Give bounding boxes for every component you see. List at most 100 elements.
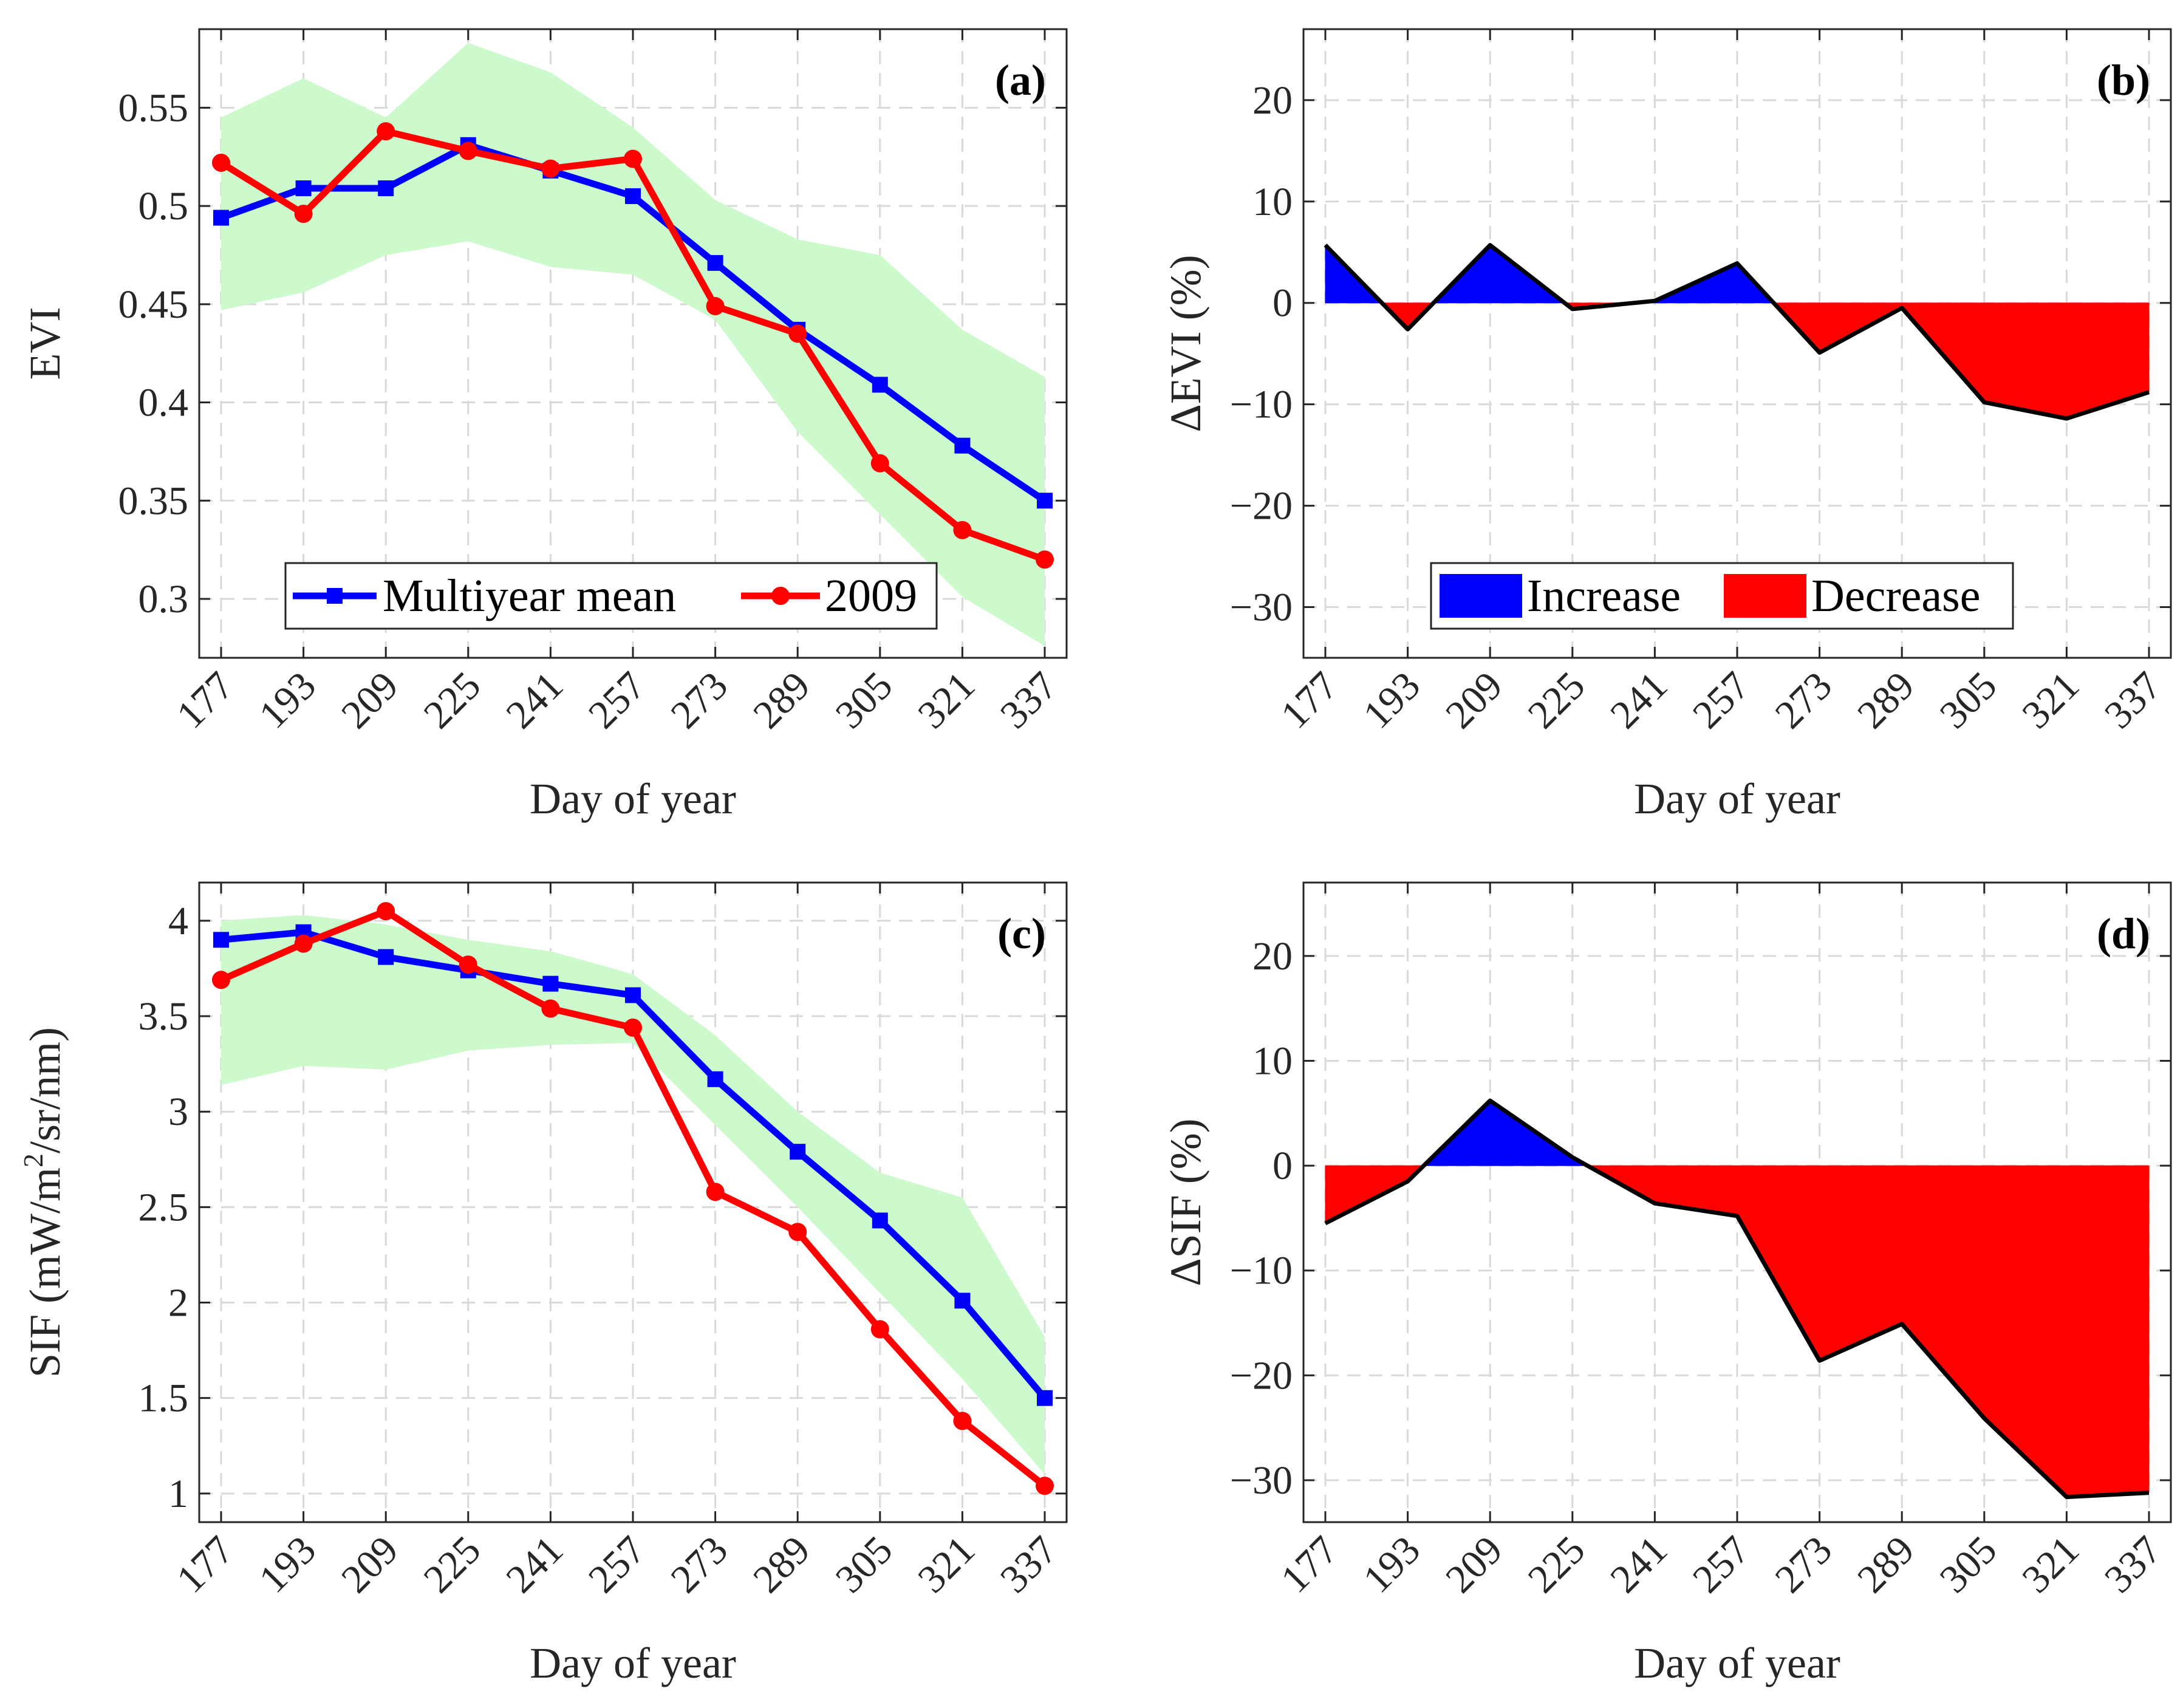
legend-decrease-label: Decrease bbox=[1811, 570, 1980, 621]
panel-b-ylabel: ΔEVI (%) bbox=[1161, 254, 1210, 432]
legend-increase-swatch bbox=[1440, 574, 1522, 618]
x-tick-label: 177 bbox=[168, 663, 242, 737]
panel-a-legend: Multiyear mean 2009 bbox=[284, 562, 938, 630]
legend-2009-label: 2009 bbox=[825, 570, 917, 621]
multiyear-mean-point bbox=[625, 987, 641, 1003]
x-tick-label: 273 bbox=[1767, 1528, 1841, 1602]
x-tick-label: 209 bbox=[1437, 663, 1511, 737]
x-tick-label: 257 bbox=[580, 663, 654, 737]
multiyear-mean-point bbox=[954, 437, 971, 454]
range-band bbox=[221, 915, 1045, 1475]
panel-b-legend: Increase Decrease bbox=[1430, 562, 2014, 630]
area-segment bbox=[1737, 1165, 1820, 1362]
year-2009-point bbox=[870, 1320, 889, 1339]
multiyear-mean-point bbox=[872, 1212, 888, 1229]
year-2009-point bbox=[1036, 1477, 1054, 1495]
area-segment bbox=[1984, 302, 2067, 419]
legend-mean-marker bbox=[327, 588, 343, 604]
year-2009-point bbox=[788, 1223, 807, 1242]
area-segment bbox=[1984, 1165, 2067, 1498]
x-tick-label: 177 bbox=[168, 1528, 242, 1602]
range-band bbox=[221, 43, 1045, 646]
x-tick-label: 241 bbox=[1602, 663, 1676, 737]
y-tick-label: 2 bbox=[168, 1281, 188, 1325]
panel-c-axes-frame bbox=[198, 881, 1068, 1523]
y-tick-label: 0.3 bbox=[138, 577, 189, 621]
area-segment bbox=[1901, 1165, 1985, 1419]
year-2009-point bbox=[706, 297, 725, 316]
y-tick-label: 10 bbox=[1252, 1039, 1293, 1083]
y-tick-label: 0.35 bbox=[118, 479, 189, 523]
x-tick-label: 209 bbox=[333, 663, 407, 737]
x-tick-label: 225 bbox=[1520, 1528, 1594, 1602]
year-2009-point bbox=[212, 971, 230, 989]
multiyear-mean-point bbox=[378, 949, 394, 965]
x-tick-label: 257 bbox=[1684, 663, 1758, 737]
panel-a-ylabel: EVI bbox=[21, 307, 69, 380]
panel-b-axes-frame bbox=[1302, 28, 2172, 659]
y-tick-label: 20 bbox=[1252, 78, 1293, 123]
y-tick-label: −30 bbox=[1230, 586, 1293, 630]
x-tick-label: 241 bbox=[497, 663, 572, 737]
year-2009-point bbox=[294, 934, 313, 953]
year-2009-point bbox=[459, 955, 477, 974]
year-2009-point bbox=[459, 142, 477, 160]
x-tick-label: 241 bbox=[1602, 1528, 1676, 1602]
multiyear-mean-point bbox=[378, 180, 394, 196]
legend-box bbox=[284, 562, 938, 630]
multiyear-mean-point bbox=[1037, 493, 1053, 509]
legend-mean-label: Multiyear mean bbox=[383, 570, 676, 621]
y-tick-label: −10 bbox=[1230, 383, 1293, 427]
year-2009-point bbox=[541, 999, 560, 1018]
x-tick-label: 193 bbox=[251, 1528, 325, 1602]
y-tick-label: 20 bbox=[1252, 934, 1293, 979]
legend-2009-marker bbox=[771, 587, 790, 605]
year-2009-point bbox=[953, 1412, 972, 1430]
x-tick-label: 257 bbox=[580, 1528, 654, 1602]
y-tick-label: 1 bbox=[168, 1472, 188, 1516]
panel-d-title: (d) bbox=[2097, 909, 2150, 958]
multiyear-mean-point bbox=[625, 188, 641, 204]
area-segment bbox=[2066, 302, 2150, 419]
y-tick-label: 3 bbox=[168, 1090, 188, 1134]
x-tick-label: 241 bbox=[497, 1528, 572, 1602]
x-tick-label: 289 bbox=[1849, 663, 1923, 737]
legend-box bbox=[1430, 562, 2014, 630]
year-2009-point bbox=[1036, 550, 1054, 569]
x-tick-label: 321 bbox=[2014, 663, 2088, 737]
ylabel-main: SIF (mW/m bbox=[21, 1167, 69, 1378]
multiyear-mean-point bbox=[872, 377, 888, 393]
multiyear-mean-point bbox=[542, 975, 559, 992]
delta-outline-line bbox=[1324, 243, 2150, 421]
x-tick-label: 209 bbox=[1437, 1528, 1511, 1602]
y-tick-label: −20 bbox=[1230, 1353, 1293, 1398]
legend-increase-label: Increase bbox=[1527, 570, 1681, 621]
x-tick-label: 193 bbox=[1355, 1528, 1429, 1602]
panel-d-delta-sif-area-chart: 177 193 209 225 241 257 273 289 305 321 337 −30 −20 −… bbox=[1161, 881, 2172, 1687]
year-2009-point bbox=[870, 454, 889, 473]
panel-a-xlabel: Day of year bbox=[530, 774, 736, 823]
panel-c-xlabel: Day of year bbox=[530, 1639, 736, 1687]
x-tick-label: 273 bbox=[663, 663, 737, 737]
panel-c-ylabel: SIF (mW/m2/sr/nm) bbox=[18, 1027, 69, 1378]
x-tick-label: 337 bbox=[992, 1528, 1066, 1602]
multiyear-mean-point bbox=[790, 1144, 806, 1160]
x-tick-label: 337 bbox=[992, 663, 1066, 737]
year-2009-point bbox=[377, 122, 395, 141]
y-tick-label: 0.45 bbox=[118, 282, 189, 327]
x-tick-label: 337 bbox=[2096, 1528, 2170, 1602]
panel-a-series-layer bbox=[212, 122, 1054, 569]
x-tick-label: 193 bbox=[251, 663, 325, 737]
x-tick-label: 305 bbox=[827, 663, 901, 737]
ylabel-superscript: 2 bbox=[18, 1153, 49, 1167]
panel-b-xlabel: Day of year bbox=[1634, 774, 1840, 823]
x-tick-label: 289 bbox=[745, 663, 819, 737]
x-tick-label: 209 bbox=[333, 1528, 407, 1602]
x-tick-label: 225 bbox=[415, 1528, 490, 1602]
y-tick-label: −20 bbox=[1230, 484, 1293, 528]
panel-b-area-layer bbox=[1324, 243, 2150, 421]
x-tick-label: 273 bbox=[663, 1528, 737, 1602]
multiyear-mean-point bbox=[1037, 1390, 1053, 1406]
y-tick-label: 0.4 bbox=[138, 381, 189, 425]
x-tick-label: 225 bbox=[1520, 663, 1594, 737]
